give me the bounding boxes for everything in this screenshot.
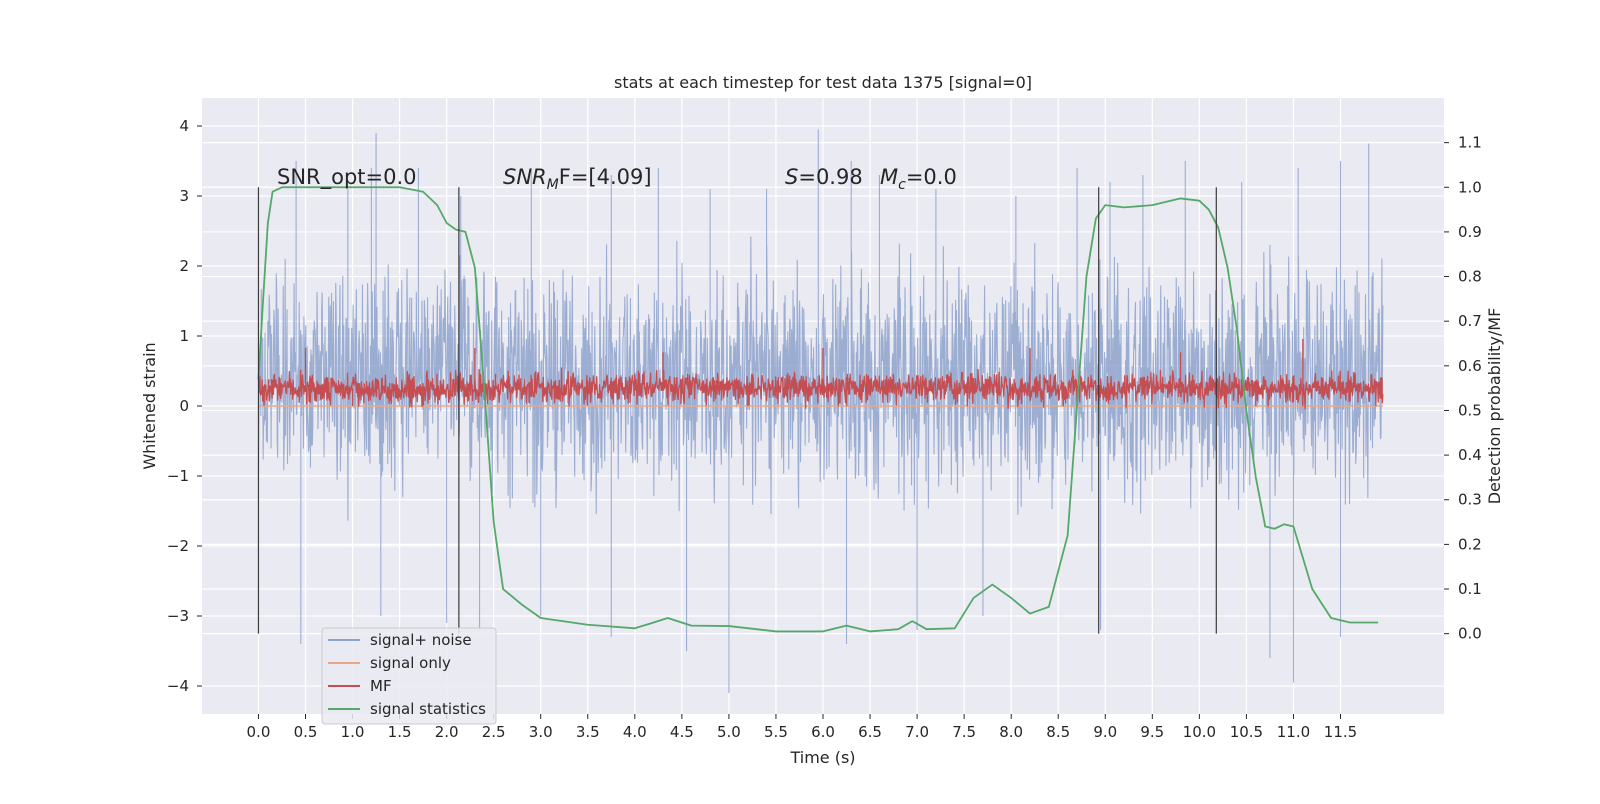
y2-tick-label: 0.8 — [1458, 268, 1482, 286]
series-mf — [258, 339, 1384, 410]
x-tick-label: 3.5 — [576, 723, 600, 741]
annotation-snr-mf: SNRMF=[4.09] — [503, 165, 652, 193]
x-tick-label: 4.5 — [670, 723, 694, 741]
x-tick-label: 8.0 — [999, 723, 1023, 741]
x-tick-label: 6.5 — [858, 723, 882, 741]
y-tick-label: 2 — [179, 257, 189, 275]
chart-title: stats at each timestep for test data 137… — [614, 73, 1032, 92]
x-tick-label: 11.5 — [1324, 723, 1357, 741]
x-tick-label: 9.0 — [1093, 723, 1117, 741]
legend-label-mf: MF — [370, 677, 392, 695]
legend-box — [321, 627, 497, 725]
annotation-mc-sub: c — [898, 177, 906, 193]
y-tick-label: 0 — [179, 397, 189, 415]
y-tick-label: 3 — [179, 187, 189, 205]
series-signal-statistics — [257, 186, 1379, 633]
y-axis-label: Whitened strain — [140, 342, 159, 469]
y2-tick-label: 0.7 — [1458, 312, 1482, 330]
x-tick-label: 2.0 — [435, 723, 459, 741]
x-tick-label: 7.0 — [905, 723, 929, 741]
vertical-markers — [257, 187, 1217, 634]
legend: signal+ noise signal only MF signal stat… — [321, 627, 497, 725]
annotation-s-value: =0.98 — [798, 165, 862, 189]
y-tick-label: 1 — [179, 327, 189, 345]
series-signal-noise — [257, 129, 1384, 693]
y-tick-label: −3 — [167, 607, 189, 625]
x-tick-label: 8.5 — [1046, 723, 1070, 741]
y-tick-label: −2 — [167, 537, 189, 555]
y2-tick-label: 0.2 — [1458, 535, 1482, 553]
y2-tick-label: 1.0 — [1458, 178, 1482, 196]
y2-tick-label: 0.1 — [1458, 580, 1482, 598]
x-tick-label: 5.0 — [717, 723, 741, 741]
annotation-snr-mf-main: SNR — [503, 165, 547, 189]
annotation-snr-mf-value: F=[4.09] — [559, 165, 652, 189]
y2-tick-label: 1.1 — [1458, 134, 1482, 152]
y-tick-label: 4 — [179, 117, 189, 135]
x-tick-label: 0.0 — [247, 723, 271, 741]
y2-tick-label: 0.6 — [1458, 357, 1482, 375]
annotation-snr-mf-sub: M — [547, 177, 559, 193]
x-tick-label: 3.0 — [529, 723, 553, 741]
annotation-mc: Mc=0.0 — [880, 165, 957, 193]
x-tick-label: 6.0 — [811, 723, 835, 741]
x-axis-label: Time (s) — [789, 748, 855, 767]
legend-label-signal-only: signal only — [370, 654, 451, 672]
x-tick-label: 10.5 — [1230, 723, 1263, 741]
data-layer — [257, 129, 1384, 693]
legend-label-signal-noise: signal+ noise — [370, 631, 472, 649]
x-tick-label: 1.5 — [388, 723, 412, 741]
annotation-mc-main: M — [880, 165, 898, 189]
tick-labels: 0.0 0.5 1.0 1.5 2.0 2.5 3.0 3.5 4.0 4.5 5.0 5.5 6.0 6… — [167, 117, 1482, 741]
annotation-mc-value: =0.0 — [906, 165, 957, 189]
y2-tick-label: 0.0 — [1458, 625, 1482, 643]
x-tick-label: 11.0 — [1277, 723, 1310, 741]
y2-tick-label: 0.5 — [1458, 401, 1482, 419]
y2-axis-label: Detection probability/MF — [1485, 308, 1504, 505]
legend-label-signal-statistics: signal statistics — [370, 700, 486, 718]
y-tick-label: −1 — [167, 467, 189, 485]
x-tick-label: 5.5 — [764, 723, 788, 741]
x-tick-label: 10.0 — [1183, 723, 1216, 741]
y2-tick-label: 0.4 — [1458, 446, 1482, 464]
x-tick-label: 7.5 — [952, 723, 976, 741]
annotation-snr-opt: SNR_opt=0.0 — [277, 165, 417, 190]
annotation-s: S=0.98 — [785, 165, 863, 189]
y2-tick-label: 0.9 — [1458, 223, 1482, 241]
x-tick-label: 0.5 — [294, 723, 318, 741]
annotation-s-main: S — [785, 165, 798, 189]
x-tick-label: 1.0 — [341, 723, 365, 741]
x-tick-label: 4.0 — [623, 723, 647, 741]
y-tick-label: −4 — [167, 677, 189, 695]
x-tick-label: 9.5 — [1140, 723, 1164, 741]
x-tick-label: 2.5 — [482, 723, 506, 741]
y2-tick-label: 0.3 — [1458, 491, 1482, 509]
